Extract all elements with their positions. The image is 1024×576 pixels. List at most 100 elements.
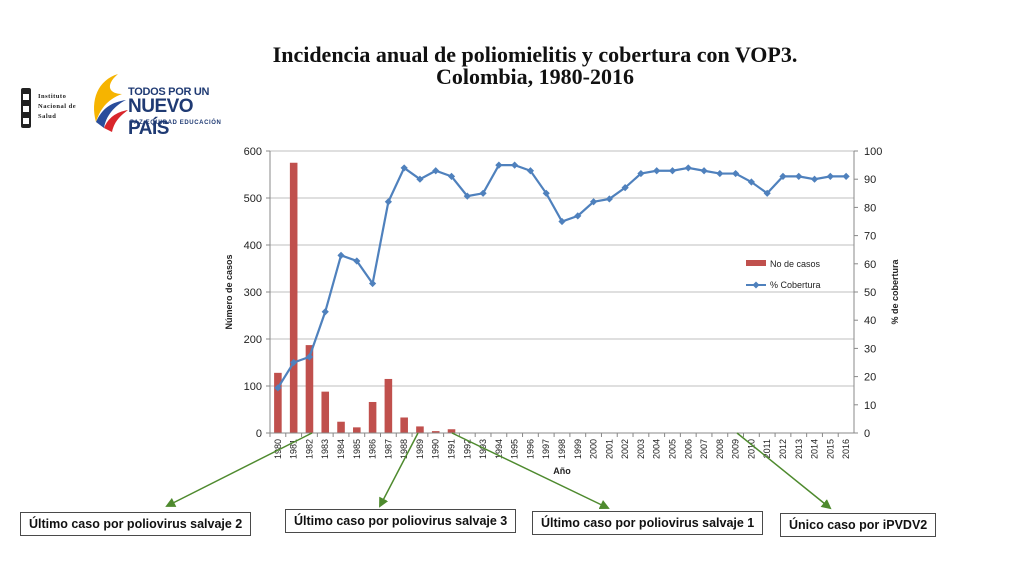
coverage-point — [337, 251, 345, 259]
right-tick-label: 80 — [864, 202, 876, 214]
left-tick-label: 300 — [244, 287, 262, 299]
coverage-point — [321, 308, 329, 316]
coverage-point — [432, 167, 440, 175]
legend-coverage-label: % Cobertura — [770, 280, 821, 290]
coverage-point — [574, 212, 582, 220]
x-tick-label: 2014 — [810, 439, 820, 459]
x-tick-label: 1989 — [415, 439, 425, 459]
x-tick-label: 2001 — [604, 439, 614, 459]
x-tick-label: 1997 — [541, 439, 551, 459]
coverage-point — [463, 192, 471, 200]
coverage-point — [447, 172, 456, 180]
x-tick-label: 1984 — [336, 439, 346, 459]
right-tick-label: 100 — [864, 146, 882, 158]
annotation-arrows — [165, 432, 832, 510]
case-bar — [274, 372, 282, 433]
annotation-wpv2: Último caso por poliovirus salvaje 2 — [20, 512, 252, 536]
coverage-point — [795, 172, 803, 180]
case-bar — [384, 378, 393, 433]
coverage-point — [700, 167, 708, 175]
x-tick-label: 2004 — [652, 439, 662, 459]
x-tick-label: 2006 — [683, 439, 693, 459]
x-tick-label: 1981 — [289, 439, 299, 459]
chart-title-line2: Colombia, 1980-2016 — [436, 64, 634, 89]
right-tick-label: 40 — [864, 315, 876, 327]
right-tick-label: 20 — [864, 372, 876, 384]
left-tick-label: 0 — [256, 428, 262, 440]
x-tick-label: 2008 — [715, 439, 725, 459]
x-tick-label: 2011 — [762, 439, 772, 458]
chart-title: Incidencia anual de poliomielitis y cobe… — [200, 44, 870, 88]
x-tick-label: 1988 — [399, 439, 409, 459]
coverage-point — [542, 189, 550, 197]
instituto-nacional-salud-logo: Instituto Nacional de Salud — [18, 86, 90, 130]
x-tick-label: 1992 — [462, 439, 472, 459]
cases-bars — [274, 162, 456, 433]
right-tick-label: 50 — [864, 287, 876, 299]
todos-por-un-nuevo-pais-logo: TODOS POR UN NUEVO PAÍS PAZ EQUIDAD EDUC… — [88, 70, 228, 139]
coverage-polyline — [276, 164, 847, 389]
x-tick-label: 2002 — [620, 439, 630, 459]
x-tick-label: 2000 — [589, 439, 599, 459]
coverage-point — [763, 189, 771, 197]
coverage-point — [305, 353, 314, 361]
case-bar — [289, 162, 298, 433]
coverage-point — [511, 161, 519, 169]
annotation-ipvdv2: Único caso por iPVDV2 — [780, 513, 937, 537]
case-bar — [321, 391, 330, 433]
chart-title-line1: Incidencia anual de poliomielitis y cobe… — [272, 42, 798, 67]
x-tick-label: 1983 — [320, 439, 330, 459]
x-tick-label: 1982 — [304, 439, 314, 459]
right-tick-label: 0 — [864, 428, 870, 440]
x-tick-label: 1993 — [478, 439, 488, 459]
case-bar — [353, 427, 361, 433]
x-tick-label: 1980 — [273, 439, 283, 459]
case-bar — [447, 429, 456, 433]
case-bar — [305, 345, 314, 433]
left-tick-label: 500 — [244, 193, 262, 205]
right-tick-label: 10 — [864, 400, 876, 412]
x-tick-label: 1996 — [525, 439, 535, 459]
right-tick-label: 60 — [864, 259, 876, 271]
coverage-point — [637, 169, 645, 178]
legend-cases-label: No de casos — [770, 259, 821, 269]
x-tick-label: 2003 — [636, 439, 646, 459]
x-tick-label: 2016 — [841, 439, 851, 459]
arrow-wpv2 — [165, 432, 313, 507]
coverage-point — [526, 167, 535, 175]
coverage-point — [400, 164, 408, 172]
x-tick-label: 1985 — [352, 439, 362, 459]
tpun-logo-line1: TODOS POR UN — [128, 86, 210, 98]
coverage-point — [716, 169, 724, 178]
coverage-point — [621, 184, 629, 192]
coverage-point — [810, 175, 819, 183]
coverage-point — [747, 178, 756, 186]
x-tick-label: 1999 — [573, 439, 583, 459]
x-tick-label: 1994 — [494, 439, 504, 459]
x-tick-label: 1995 — [510, 439, 520, 459]
x-tick-label: 1998 — [557, 439, 567, 459]
ins-emblem-icon — [21, 88, 31, 128]
x-tick-label: 1990 — [431, 439, 441, 459]
coverage-point — [368, 279, 377, 288]
coverage-point — [842, 172, 850, 180]
x-tick-label: 2009 — [731, 439, 741, 459]
right-axis-label: % de cobertura — [890, 259, 900, 325]
coverage-point — [684, 164, 692, 172]
left-axis-ticks: 0 100 200 300 400 500 600 — [244, 146, 270, 440]
right-axis-ticks: 0 10 20 30 40 50 60 70 80 90 100 — [854, 146, 882, 440]
legend-cases-swatch — [746, 260, 766, 266]
coverage-point — [479, 189, 487, 197]
left-tick-label: 400 — [244, 240, 262, 252]
arrow-wpv3 — [379, 432, 419, 508]
left-tick-label: 200 — [244, 334, 262, 346]
coverage-point — [290, 358, 298, 367]
coverage-point — [826, 172, 834, 180]
annotation-wpv1: Último caso por poliovirus salvaje 1 — [532, 511, 764, 535]
coverage-point — [779, 172, 787, 180]
x-tick-label: 1987 — [383, 439, 393, 459]
coverage-point — [732, 169, 740, 178]
left-tick-label: 100 — [244, 381, 262, 393]
x-axis-ticks: 1980 1981 1982 1983 1984 1985 1986 1987 1988 1989… — [269, 433, 851, 459]
